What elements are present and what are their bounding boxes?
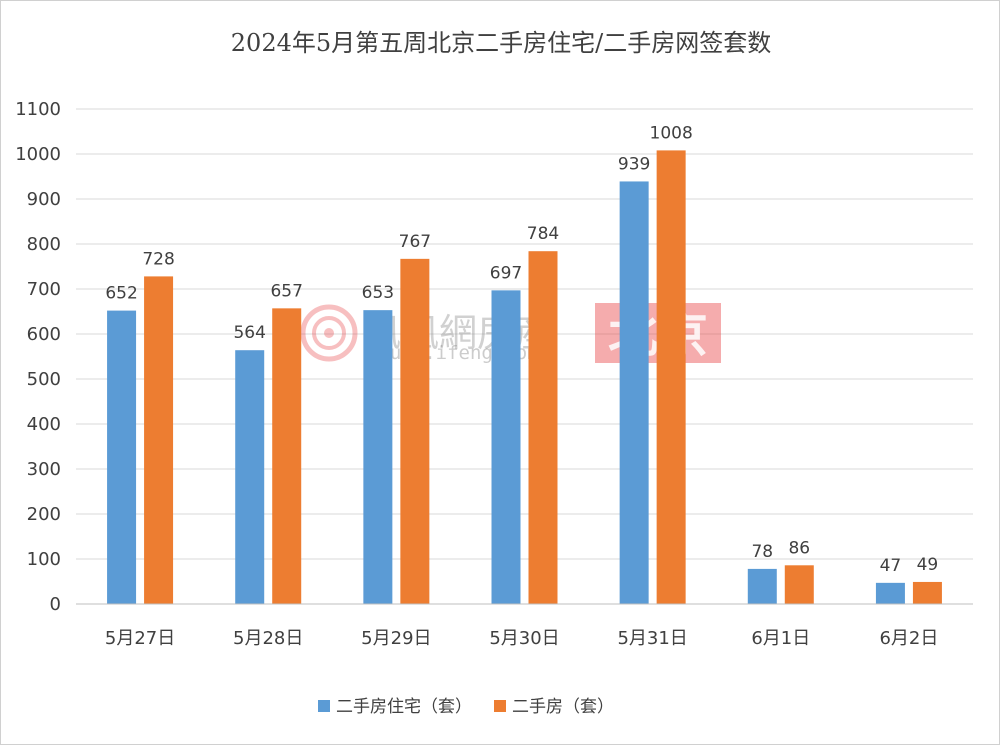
y-tick-label: 0 xyxy=(50,594,61,615)
legend-label: 二手房（套） xyxy=(512,697,614,717)
y-tick-label: 300 xyxy=(27,459,61,480)
bar xyxy=(528,251,558,604)
watermark-brand: 凤凰網房産 xyxy=(363,311,553,355)
x-tick-label: 5月28日 xyxy=(233,628,303,649)
data-label: 657 xyxy=(270,281,302,301)
data-label: 652 xyxy=(105,284,137,304)
data-label: 767 xyxy=(399,232,431,252)
bar xyxy=(400,258,430,604)
x-axis-categories: 5月27日 5月28日 5月29日 5月30日 5月31日 6月1日 6月2日 xyxy=(105,628,938,649)
bar xyxy=(491,290,521,604)
x-tick-label: 5月30日 xyxy=(489,628,559,649)
bar xyxy=(235,350,265,604)
data-label: 47 xyxy=(880,556,902,576)
bar xyxy=(619,181,649,604)
data-label: 728 xyxy=(142,249,174,269)
y-tick-label: 100 xyxy=(27,549,61,570)
y-tick-label: 600 xyxy=(27,324,61,345)
chart-title: 2024年5月第五周北京二手房住宅/二手房网签套数 xyxy=(231,29,771,57)
x-tick-label: 5月31日 xyxy=(617,628,687,649)
ifeng-logo-icon xyxy=(300,304,358,362)
bar xyxy=(144,276,174,604)
x-tick-label: 6月2日 xyxy=(879,628,938,649)
data-label: 653 xyxy=(362,283,394,303)
legend-swatch xyxy=(318,700,330,712)
y-tick-label: 400 xyxy=(27,414,61,435)
y-axis-ticks: 0 100 200 300 400 500 600 700 800 900 1000 1100 xyxy=(15,99,61,615)
legend-label: 二手房住宅（套） xyxy=(336,697,472,717)
y-tick-label: 1100 xyxy=(15,99,61,120)
bar xyxy=(656,150,686,604)
data-label: 939 xyxy=(618,154,650,174)
legend: 二手房住宅（套） 二手房（套） xyxy=(318,697,614,717)
data-label: 564 xyxy=(233,323,265,343)
y-tick-label: 1000 xyxy=(15,144,61,165)
bar xyxy=(107,310,137,604)
legend-swatch xyxy=(494,700,506,712)
bar xyxy=(363,310,393,604)
bar xyxy=(912,581,942,604)
data-label: 78 xyxy=(751,542,773,562)
bar xyxy=(272,308,302,604)
y-tick-label: 700 xyxy=(27,279,61,300)
bar xyxy=(784,565,814,604)
data-label: 697 xyxy=(490,263,522,283)
x-tick-label: 5月27日 xyxy=(105,628,175,649)
x-tick-label: 5月29日 xyxy=(361,628,431,649)
data-label: 86 xyxy=(788,538,810,558)
data-label: 784 xyxy=(527,224,559,244)
y-tick-label: 900 xyxy=(27,189,61,210)
x-tick-label: 6月1日 xyxy=(751,628,810,649)
y-tick-label: 800 xyxy=(27,234,61,255)
bar xyxy=(875,582,905,604)
data-label: 1008 xyxy=(650,123,693,143)
y-tick-label: 200 xyxy=(27,504,61,525)
y-tick-label: 500 xyxy=(27,369,61,390)
grid-lines xyxy=(76,108,973,560)
bar xyxy=(747,568,777,604)
data-label: 49 xyxy=(917,555,939,575)
